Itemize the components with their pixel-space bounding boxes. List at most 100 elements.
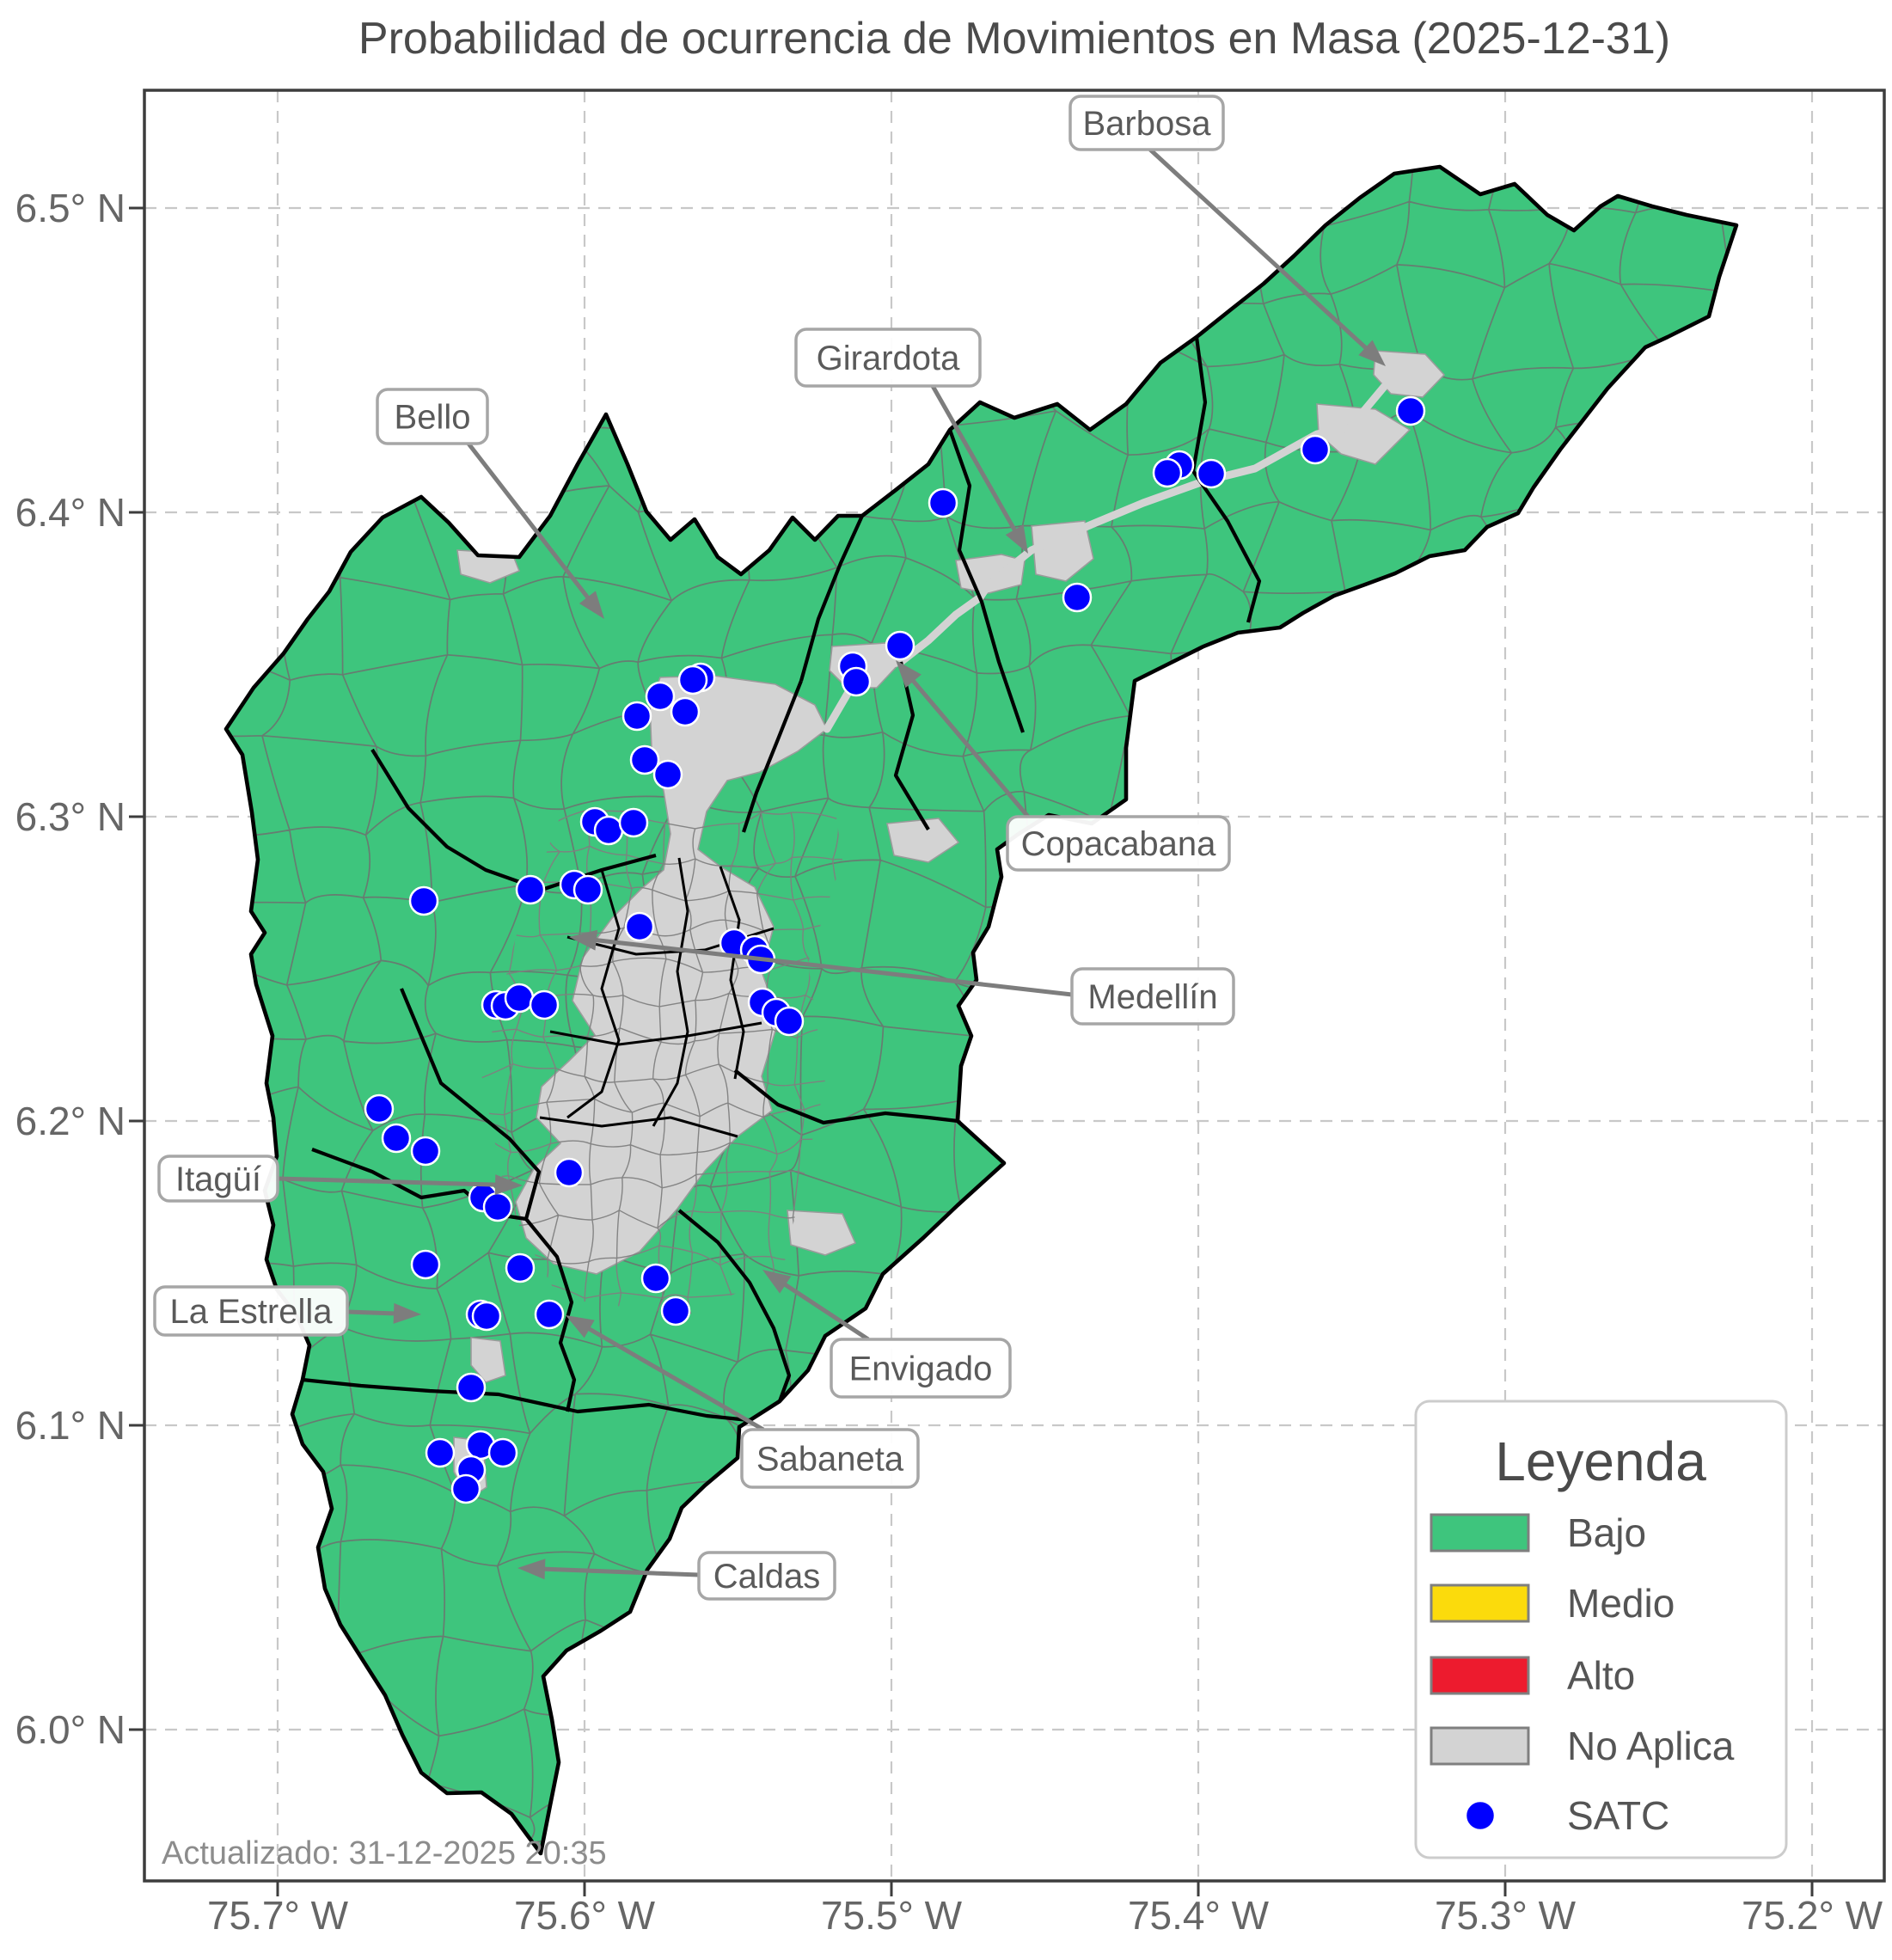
satc-station-dot (618, 807, 649, 838)
map-label-copacabana: Copacabana (896, 660, 1231, 872)
legend-label-medio: Medio (1567, 1581, 1675, 1626)
legend: Leyenda Bajo Medio Alto No Aplica SATC (1414, 1400, 1788, 1859)
satc-station-dot (364, 1093, 395, 1124)
satc-station-dot (640, 1263, 671, 1294)
label-arrowhead (393, 1302, 421, 1324)
land-area (226, 167, 1736, 1853)
x-tick-label: 75.6° W (514, 1893, 656, 1938)
x-tick-label: 75.7° W (207, 1893, 349, 1938)
label-arrowhead (566, 1315, 595, 1338)
satc-station-dot (645, 681, 676, 712)
label-text: Caldas (713, 1558, 821, 1596)
updated-timestamp: Actualizado: 31-12-2025 20:35 (162, 1835, 607, 1871)
municipal-border (370, 748, 657, 892)
comuna-border (652, 857, 689, 1127)
y-tick-label: 6.4° N (15, 490, 126, 535)
map-label-medell-n: Medellín (569, 929, 1235, 1026)
label-box (153, 1285, 349, 1337)
label-arrowhead (762, 1270, 792, 1294)
map-label-la-estrella: La Estrella (153, 1285, 421, 1337)
comuna-border (719, 866, 745, 1080)
label-box (1006, 815, 1231, 872)
no-aplica-urban-area (470, 1337, 506, 1383)
label-text: Copacabana (1021, 825, 1217, 863)
municipal-border (400, 988, 542, 1220)
satc-station-dot (629, 744, 660, 775)
map-label-girardota: Girardota (794, 328, 1028, 554)
municipal-border (1191, 336, 1262, 623)
label-box (697, 1551, 836, 1601)
satc-station-dot (515, 874, 546, 905)
satc-station-dot (410, 1249, 441, 1280)
municipal-border (948, 429, 1025, 733)
figure-title: Probabilidad de ocurrencia de Movimiento… (358, 14, 1670, 64)
label-box (740, 1428, 920, 1489)
satc-station-dot (554, 1157, 585, 1188)
satc-station-dot (529, 989, 560, 1020)
x-tick-label: 75.5° W (821, 1893, 963, 1938)
comuna-border (539, 1116, 738, 1138)
satc-station-dot (572, 874, 603, 905)
map-label-caldas: Caldas (517, 1551, 836, 1601)
label-arrowhead (1005, 524, 1028, 554)
label-arrow (467, 442, 600, 613)
satc-station-dot (410, 1136, 441, 1167)
satc-station-dot (504, 983, 535, 1014)
satc-station-dot (660, 1295, 691, 1326)
municipal-border (677, 1209, 792, 1402)
label-arrowhead (569, 929, 598, 951)
satc-station-dot (450, 1473, 481, 1504)
label-arrow (930, 384, 1026, 546)
legend-swatch-alto (1430, 1656, 1530, 1695)
satc-station-dot (505, 1253, 536, 1283)
label-arrowhead (494, 1174, 523, 1196)
satc-station-dot (408, 885, 439, 916)
legend-satc-dot-icon (1464, 1799, 1497, 1832)
no-aplica-urban-area (787, 1210, 857, 1256)
satc-station-dot (1152, 457, 1183, 488)
map-label-barbosa: Barbosa (1068, 95, 1386, 366)
label-box (376, 388, 489, 445)
satc-station-dot (774, 1006, 805, 1037)
label-text: Envigado (849, 1351, 993, 1388)
risk-region-bajo (226, 167, 1736, 1853)
y-tick-label: 6.5° N (15, 186, 126, 230)
map-label-bello: Bello (376, 388, 604, 619)
satc-station-dot (482, 1191, 513, 1222)
label-text: La Estrella (170, 1293, 334, 1331)
municipality-labels-layer: Barbosa Girardota Bello Copacabana Medellín I… (153, 95, 1386, 1601)
map-label-sabaneta: Sabaneta (566, 1315, 920, 1489)
label-text: Itagüí (175, 1161, 261, 1198)
label-arrowhead (1358, 340, 1386, 366)
satc-station-dot (534, 1299, 565, 1330)
satc-station-dot (677, 665, 708, 695)
satc-station-dot (471, 1301, 502, 1332)
satc-station-dot (841, 666, 872, 697)
satc-station-dot (1395, 395, 1426, 426)
legend-label-alto: Alto (1567, 1653, 1635, 1698)
no-aplica-urban-area (1373, 350, 1446, 398)
label-text: Sabaneta (756, 1441, 904, 1479)
label-arrow (900, 666, 1030, 818)
label-arrow (277, 1176, 513, 1188)
satc-station-dot (928, 487, 958, 518)
legend-swatch-no-aplica (1430, 1726, 1530, 1766)
label-box (794, 328, 982, 388)
y-tick-label: 6.1° N (15, 1403, 126, 1448)
municipal-border (524, 1217, 577, 1412)
y-tick-label: 6.0° N (15, 1707, 126, 1752)
label-arrow (527, 1565, 700, 1577)
legend-swatch-bajo (1430, 1513, 1530, 1553)
legend-label-no-aplica: No Aplica (1567, 1724, 1735, 1768)
satc-station-dot (621, 701, 652, 732)
satc-station-dot (593, 815, 624, 846)
label-box (830, 1338, 1012, 1399)
municipal-border (893, 661, 930, 831)
plot-border (143, 89, 1886, 1883)
municipal-border (733, 1069, 958, 1125)
y-tick-label: 6.2° N (15, 1099, 126, 1143)
legend-title: Leyenda (1495, 1430, 1706, 1492)
satc-station-dot (456, 1372, 487, 1403)
label-arrow (1148, 148, 1380, 361)
